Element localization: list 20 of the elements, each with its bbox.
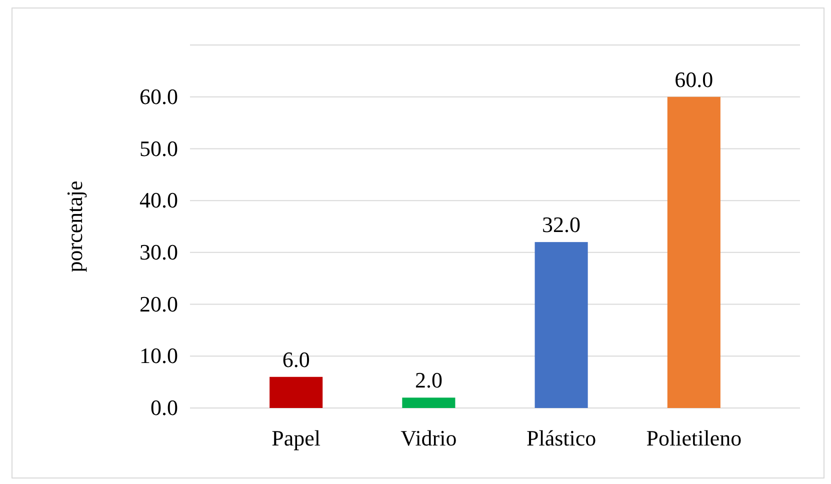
y-axis-title: porcentaje <box>62 180 87 272</box>
y-tick-label: 30.0 <box>140 239 178 264</box>
data-label: 32.0 <box>542 212 581 238</box>
x-tick-label: Plástico <box>526 426 596 451</box>
bar <box>402 398 456 408</box>
x-tick-label: Vidrio <box>400 426 457 451</box>
bar <box>534 242 588 408</box>
y-tick-label: 50.0 <box>140 136 178 161</box>
data-label: 2.0 <box>414 368 442 393</box>
data-label: 60.0 <box>674 66 714 92</box>
x-tick-label: Papel <box>272 426 321 451</box>
y-tick-label: 60.0 <box>140 84 178 109</box>
bar <box>667 96 720 408</box>
y-tick-label: 10.0 <box>140 343 178 368</box>
data-label: 6.0 <box>282 346 310 372</box>
y-tick-label: 20.0 <box>140 291 178 316</box>
y-tick-label: 0.0 <box>150 395 178 420</box>
x-tick-label: Polietileno <box>646 426 742 451</box>
y-tick-label: 40.0 <box>140 188 178 213</box>
bar <box>270 376 323 408</box>
